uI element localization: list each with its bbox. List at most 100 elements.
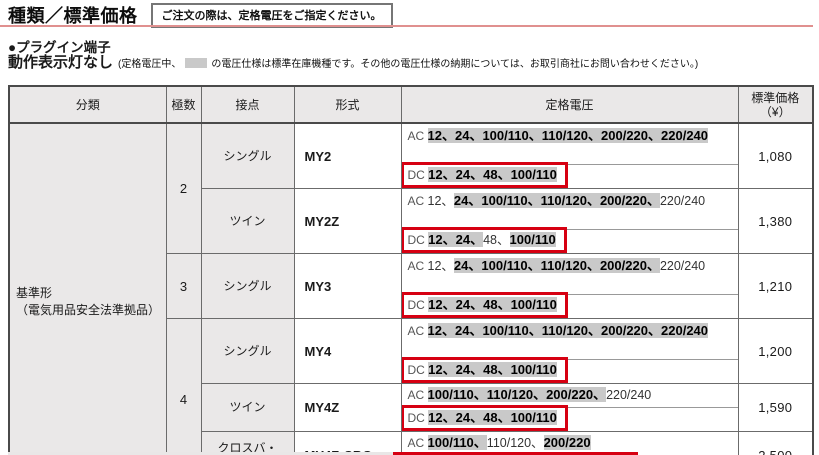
price-cell: 1,080 xyxy=(737,122,814,189)
voltage-value: 110/120、 xyxy=(541,323,602,338)
dc-annotation-box: DC 12、24、48、100/110 xyxy=(402,292,568,318)
voltage-value: 48、 xyxy=(483,297,511,312)
contacts-cell: シングル xyxy=(200,253,295,319)
dc-label: DC xyxy=(407,298,429,312)
dc-label: DC xyxy=(407,233,429,247)
price-cell: 1,380 xyxy=(737,188,814,254)
contacts-line: クロスバ・ xyxy=(217,440,278,455)
model-cell: MY2Z xyxy=(293,188,402,254)
subsection-row: 動作表示灯なし (定格電圧中、 の電圧仕様は標準在庫機種です。その他の電圧仕様の納… xyxy=(8,54,698,72)
voltage-value: 48、 xyxy=(483,362,511,377)
voltage-value: 24、 xyxy=(453,258,482,273)
header-price: 標準価格 （¥） xyxy=(737,85,814,124)
price-cell: 1,590 xyxy=(737,383,814,432)
voltage-value: 100/110 xyxy=(510,297,557,312)
voltage-value: 220/240 xyxy=(661,128,709,143)
voltage-value: 48、 xyxy=(483,167,511,182)
voltage-value: 24、 xyxy=(455,232,484,247)
voltage-value: 200/220、 xyxy=(601,323,662,338)
ac-label: AC xyxy=(407,129,428,143)
next-row-red-box-sliver xyxy=(393,452,638,455)
dc-voltage-line: DC 12、24、48、100/110 xyxy=(402,357,737,383)
order-note-box: ご注文の際は、定格電圧をご指定ください。 xyxy=(150,2,393,28)
legend-note-before: (定格電圧中、 xyxy=(118,59,182,70)
voltage-cell: AC 12、24、100/110、110/120、200/220、220/240… xyxy=(400,188,739,254)
voltage-value: 110/120、 xyxy=(486,387,547,402)
voltage-value: 100/110、 xyxy=(482,128,542,143)
ac-voltage-line: AC 100/110、110/120、200/220、220/240 xyxy=(402,385,737,408)
header-voltage: 定格電圧 xyxy=(400,85,739,124)
dc-annotation-box: DC 12、24、48、100/110 xyxy=(402,162,568,188)
classification-cell: 基準形 （電気用品安全法準拠品） xyxy=(8,122,167,455)
ac-label: AC xyxy=(407,388,428,402)
table-row: 基準形 （電気用品安全法準拠品） 2 シングル MY2 AC 12、24、100/110、… xyxy=(8,122,814,455)
voltage-value: 200/220、 xyxy=(599,258,660,273)
legend-note: (定格電圧中、 の電圧仕様は標準在庫機種です。その他の電圧仕様の納期については、お… xyxy=(118,57,698,72)
dc-annotation-box: DC 12、24、48、100/110 xyxy=(402,357,568,383)
ac-voltage-line: AC 12、24、100/110、110/120、200/220、220/240 xyxy=(402,124,737,164)
voltage-value: 24、 xyxy=(453,193,482,208)
dc-voltage-line: DC 12、24、48、100/110 xyxy=(402,292,737,318)
voltage-value: 100/110 xyxy=(510,410,557,425)
voltage-value: 12、 xyxy=(427,323,455,338)
voltage-value: 100/110、 xyxy=(427,435,487,450)
voltage-value: 100/110、 xyxy=(481,193,541,208)
dc-annotation-box: DC 12、24、48、100/110 xyxy=(402,405,568,431)
voltage-cell: AC 100/110、110/120、200/220、220/240 DC 12、… xyxy=(400,383,739,432)
ac-label: AC xyxy=(407,259,428,273)
voltage-value: 200/220、 xyxy=(601,128,662,143)
voltage-value: 100/110 xyxy=(510,167,557,182)
dc-label: DC xyxy=(407,411,429,425)
model-cell: MY4Z xyxy=(293,383,402,432)
voltage-value: 24、 xyxy=(454,323,483,338)
voltage-value: 24、 xyxy=(455,362,484,377)
voltage-value: 48、 xyxy=(483,233,510,247)
voltage-value: 24、 xyxy=(454,128,483,143)
classification-line: 基準形 xyxy=(16,285,53,300)
voltage-value: 12、 xyxy=(428,410,456,425)
dc-label: DC xyxy=(407,168,429,182)
voltage-value: 110/120、 xyxy=(540,258,600,273)
voltage-value: 12、 xyxy=(428,297,456,312)
table-row: ツイン MY4Z AC 100/110、110/120、200/220、220/24… xyxy=(9,383,814,432)
poles-cell: 2 xyxy=(165,122,202,254)
table-header-row: 分類 極数 接点 形式 定格電圧 標準価格 （¥） xyxy=(8,85,814,124)
contacts-line: シングル xyxy=(223,343,272,358)
contacts-line: ツイン xyxy=(229,213,266,228)
voltage-value: 220/240 xyxy=(606,388,652,402)
voltage-value: 110/120、 xyxy=(541,128,602,143)
contacts-line: シングル xyxy=(223,148,272,163)
stock-highlight-swatch xyxy=(185,58,208,68)
section-heading: ●プラグイン端子 xyxy=(8,40,111,55)
voltage-value: 24、 xyxy=(455,410,484,425)
voltage-cell: AC 12、24、100/110、110/120、200/220、220/240… xyxy=(400,122,739,189)
model-cell: MY3 xyxy=(293,253,402,319)
voltage-value: 12、 xyxy=(428,167,456,182)
dc-annotation-box: DC 12、24、48、100/110 xyxy=(402,227,567,253)
price-cell: 1,210 xyxy=(737,253,814,319)
header-classification: 分類 xyxy=(8,85,167,124)
ac-voltage-line: AC 12、24、100/110、110/120、200/220、220/240 xyxy=(402,320,737,360)
voltage-value: 220/240 xyxy=(661,323,709,338)
voltage-value: 200/220 xyxy=(543,435,591,450)
price-cell: 2,500 xyxy=(737,431,814,455)
voltage-cell: AC 12、24、100/110、110/120、200/220、220/240… xyxy=(400,318,739,384)
voltage-value: 12、 xyxy=(427,259,454,273)
ac-voltage-line: AC 12、24、100/110、110/120、200/220、220/240 xyxy=(402,190,737,230)
voltage-cell: AC 100/110、110/120、200/220DC 12、24、48、10… xyxy=(400,431,739,455)
ac-label: AC xyxy=(407,324,428,338)
ac-label: AC xyxy=(407,436,428,450)
price-cell: 1,200 xyxy=(737,318,814,384)
contacts-cell: ツイン xyxy=(200,188,295,254)
voltage-value: 220/240 xyxy=(659,194,706,208)
header-model: 形式 xyxy=(293,85,402,124)
voltage-value: 24、 xyxy=(455,297,484,312)
dc-voltage-line: DC 12、24、48、100/110 xyxy=(402,162,737,188)
voltage-value: 12、 xyxy=(428,362,456,377)
page-title: 種類／標準価格 xyxy=(8,6,138,26)
voltage-value: 100/110 xyxy=(510,362,557,377)
header-contacts: 接点 xyxy=(200,85,295,124)
ac-voltage-line: AC 100/110、110/120、200/220 xyxy=(402,432,737,455)
contacts-cell: シングル xyxy=(200,318,295,384)
